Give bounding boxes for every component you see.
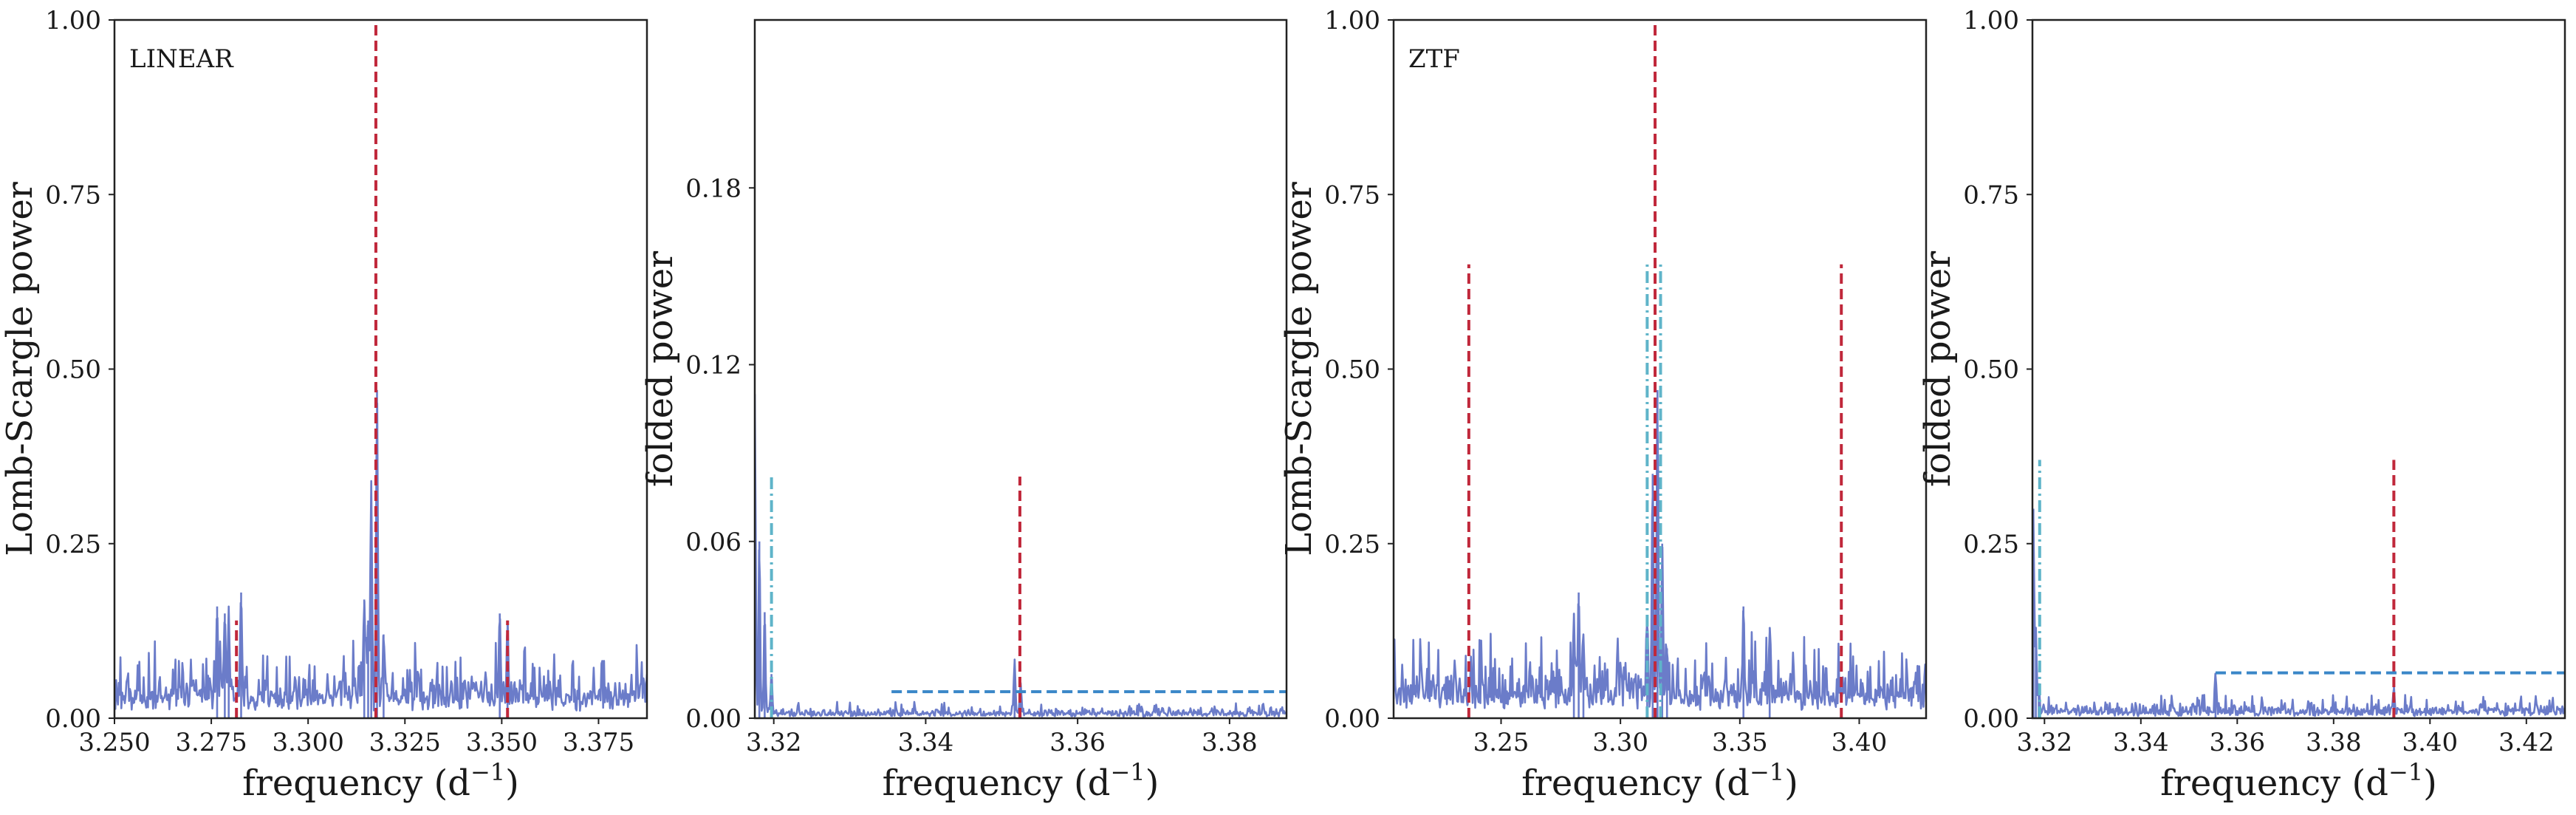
x-tick-label: 3.42 xyxy=(2498,728,2555,757)
x-tick-label: 3.350 xyxy=(466,728,538,757)
panel-label: ZTF xyxy=(1408,44,1460,74)
x-tick-label: 3.34 xyxy=(898,728,954,757)
y-axis-label: folded power xyxy=(640,251,681,487)
y-axis-label: Lomb-Scargle power xyxy=(1278,182,1320,556)
y-tick-label: 1.00 xyxy=(45,6,101,35)
x-tick-label: 3.375 xyxy=(563,728,634,757)
panel-3: 3.25 3.30 3.35 3.40 0.00 0.25 0.50 0.75 1.00 freq… xyxy=(1278,6,1928,804)
x-tick-label: 3.36 xyxy=(1049,728,1106,757)
y-axis-label: folded power xyxy=(1917,251,1959,487)
x-axis-label: frequency (d−1) xyxy=(242,758,519,804)
y-tick-label: 0.75 xyxy=(1324,180,1380,210)
x-axis-label: frequency (d−1) xyxy=(883,758,1159,804)
x-tick-label: 3.34 xyxy=(2113,728,2169,757)
y-tick-label: 0.00 xyxy=(1324,704,1380,734)
x-tick-label: 3.36 xyxy=(2209,728,2265,757)
y-tick-label: 0.00 xyxy=(45,704,101,734)
y-tick-label: 0.75 xyxy=(1963,180,2019,210)
series-line xyxy=(2032,508,2565,718)
plot-frame xyxy=(753,18,1288,720)
y-tick-label: 0.18 xyxy=(685,174,741,203)
x-tick-label: 3.38 xyxy=(1202,728,1258,757)
x-tick-label: 3.40 xyxy=(1832,728,1888,757)
y-tick-label: 0.12 xyxy=(685,351,741,381)
y-tick-label: 1.00 xyxy=(1963,6,2019,35)
y-tick-label: 0.50 xyxy=(1324,355,1380,385)
y-tick-label: 0.00 xyxy=(1963,704,2019,734)
x-tick-label: 3.325 xyxy=(369,728,441,757)
x-tick-label: 3.275 xyxy=(175,728,247,757)
x-tick-label: 3.35 xyxy=(1712,728,1768,757)
panel-4: 3.32 3.34 3.36 3.38 3.40 3.42 0.00 0.25 0.50 0.75… xyxy=(1917,6,2566,804)
y-tick-label: 0.25 xyxy=(1963,530,2019,559)
x-tick-label: 3.250 xyxy=(78,728,150,757)
y-tick-label: 0.50 xyxy=(1963,355,2019,385)
x-tick-label: 3.40 xyxy=(2402,728,2458,757)
y-tick-label: 0.25 xyxy=(1324,530,1380,559)
y-tick-label: 0.75 xyxy=(45,180,101,210)
panel-label: LINEAR xyxy=(129,44,234,74)
y-tick-label: 0.25 xyxy=(45,530,101,559)
x-axis-label: frequency (d−1) xyxy=(2160,758,2437,804)
x-axis-label: frequency (d−1) xyxy=(1521,758,1798,804)
x-tick-label: 3.38 xyxy=(2306,728,2362,757)
y-tick-label: 0.06 xyxy=(685,528,741,557)
x-tick-label: 3.32 xyxy=(746,728,802,757)
x-tick-label: 3.30 xyxy=(1592,728,1648,757)
panel-1: 3.250 3.275 3.300 3.325 3.350 3.375 0.00 0.25 0.… xyxy=(0,6,648,804)
y-axis-label: Lomb-Scargle power xyxy=(0,182,41,556)
plot-frame xyxy=(113,18,648,720)
y-tick-label: 1.00 xyxy=(1324,6,1380,35)
series-line xyxy=(114,389,647,718)
x-tick-label: 3.300 xyxy=(273,728,344,757)
x-tick-label: 3.25 xyxy=(1473,728,1530,757)
x-tick-label: 3.32 xyxy=(2016,728,2072,757)
panel-2: 3.32 3.34 3.36 3.38 0.00 0.06 0.12 0.18 frequenc… xyxy=(640,18,1288,804)
y-tick-label: 0.00 xyxy=(685,704,741,734)
plot-frame xyxy=(2031,18,2566,720)
y-tick-label: 0.50 xyxy=(45,355,101,385)
